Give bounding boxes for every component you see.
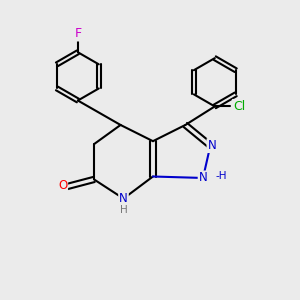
Text: N: N: [119, 192, 128, 205]
Text: F: F: [74, 28, 81, 40]
Text: H: H: [120, 205, 128, 215]
Text: N: N: [208, 139, 216, 152]
Text: N: N: [199, 172, 207, 184]
Text: -H: -H: [215, 171, 227, 181]
Text: O: O: [58, 179, 67, 192]
Text: Cl: Cl: [233, 100, 245, 113]
